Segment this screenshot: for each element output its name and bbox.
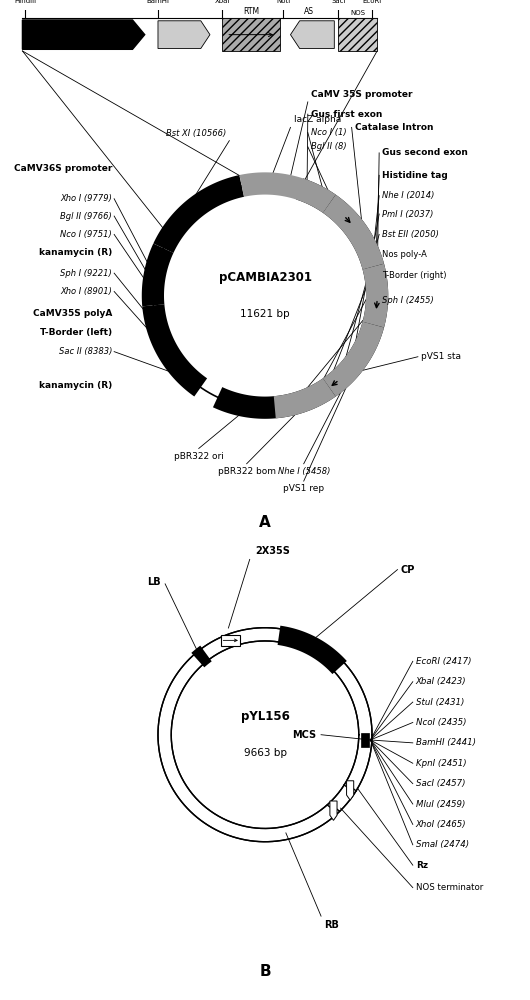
Text: NcoI (2435): NcoI (2435) <box>416 718 466 727</box>
Bar <box>361 733 369 747</box>
Text: BamHI (2441): BamHI (2441) <box>416 738 476 747</box>
Text: pBR322 ori: pBR322 ori <box>174 452 224 461</box>
Text: Nhe I (5458): Nhe I (5458) <box>278 467 330 476</box>
Text: Xho I (9779): Xho I (9779) <box>60 194 112 203</box>
Text: EcoRI: EcoRI <box>363 0 382 4</box>
Text: pVS1 rep: pVS1 rep <box>283 484 324 493</box>
Text: Gus second exon: Gus second exon <box>382 148 468 157</box>
Text: T-Border (right): T-Border (right) <box>382 271 447 280</box>
Text: MluI (2459): MluI (2459) <box>416 800 465 809</box>
Text: SacI (2457): SacI (2457) <box>416 779 465 788</box>
Text: Sph I (9221): Sph I (9221) <box>60 269 112 278</box>
Text: 2X35S: 2X35S <box>255 546 290 556</box>
Text: pBR322 bom: pBR322 bom <box>218 467 276 476</box>
Text: Nos poly-A: Nos poly-A <box>382 250 427 259</box>
Text: Sph I (2455): Sph I (2455) <box>382 296 434 305</box>
Text: EcoRI (2417): EcoRI (2417) <box>416 657 471 666</box>
Text: NOS: NOS <box>350 10 365 16</box>
Text: PmI I (2037): PmI I (2037) <box>382 210 434 219</box>
Text: AS: AS <box>304 7 314 16</box>
Text: Rz: Rz <box>416 861 428 870</box>
Text: Nhe I (2014): Nhe I (2014) <box>382 191 435 200</box>
FancyArrow shape <box>290 21 334 49</box>
Text: pVS1 sta: pVS1 sta <box>421 352 461 361</box>
Text: pYL156: pYL156 <box>241 710 289 723</box>
Text: kanamycin (R): kanamycin (R) <box>39 381 112 390</box>
Text: Bst EII (2050): Bst EII (2050) <box>382 230 439 239</box>
Text: XbaI: XbaI <box>215 0 230 4</box>
Bar <box>222 635 240 646</box>
Text: HindIII: HindIII <box>14 0 37 4</box>
Text: KpnI (2451): KpnI (2451) <box>416 759 466 768</box>
Text: Histidine tag: Histidine tag <box>382 171 448 180</box>
FancyArrow shape <box>330 801 337 820</box>
Text: 11621 bp: 11621 bp <box>240 309 290 319</box>
FancyArrow shape <box>22 20 145 49</box>
Text: StuI (2431): StuI (2431) <box>416 698 464 707</box>
Text: Xho I (8901): Xho I (8901) <box>60 287 112 296</box>
Text: CP: CP <box>401 565 415 575</box>
Text: Nco I (1): Nco I (1) <box>311 128 347 137</box>
FancyArrow shape <box>158 21 210 49</box>
Text: Bst XI (10566): Bst XI (10566) <box>166 129 226 138</box>
Text: XhoI (2465): XhoI (2465) <box>416 820 466 829</box>
Text: kanamycin (R): kanamycin (R) <box>39 248 112 257</box>
Text: MCS: MCS <box>292 730 316 740</box>
Text: NOS terminator: NOS terminator <box>416 883 483 892</box>
FancyArrow shape <box>347 781 354 800</box>
Bar <box>338 18 377 51</box>
Text: Catalase Intron: Catalase Intron <box>355 123 433 132</box>
Text: Gus first exon: Gus first exon <box>311 110 382 119</box>
Text: pCAMBIA2301: pCAMBIA2301 <box>218 271 312 284</box>
Text: RTM: RTM <box>243 7 259 16</box>
Text: BamHI: BamHI <box>146 0 170 4</box>
Text: SmaI (2474): SmaI (2474) <box>416 840 469 849</box>
Text: Bgl II (9766): Bgl II (9766) <box>60 212 112 221</box>
Text: Bgl II (8): Bgl II (8) <box>311 142 347 151</box>
Text: SacI: SacI <box>331 0 346 4</box>
Text: Nco I (9751): Nco I (9751) <box>60 230 112 239</box>
Text: A: A <box>259 515 271 530</box>
Text: B: B <box>259 964 271 979</box>
Bar <box>222 18 280 51</box>
Text: lacZ alpha: lacZ alpha <box>294 115 341 124</box>
Text: CaMV36S promoter: CaMV36S promoter <box>14 164 112 173</box>
Text: RB: RB <box>324 920 339 930</box>
Text: CaMV35S polyA: CaMV35S polyA <box>33 309 112 318</box>
Text: LB: LB <box>147 577 161 587</box>
Text: T-Border (left): T-Border (left) <box>40 328 112 337</box>
Text: 35S: 35S <box>73 30 92 39</box>
Text: NotI: NotI <box>276 0 290 4</box>
Text: 9663 bp: 9663 bp <box>243 748 287 758</box>
Text: S: S <box>182 30 187 39</box>
Text: XbaI (2423): XbaI (2423) <box>416 677 466 686</box>
Text: Sac II (8383): Sac II (8383) <box>59 347 112 356</box>
Text: CaMV 35S promoter: CaMV 35S promoter <box>311 90 412 99</box>
